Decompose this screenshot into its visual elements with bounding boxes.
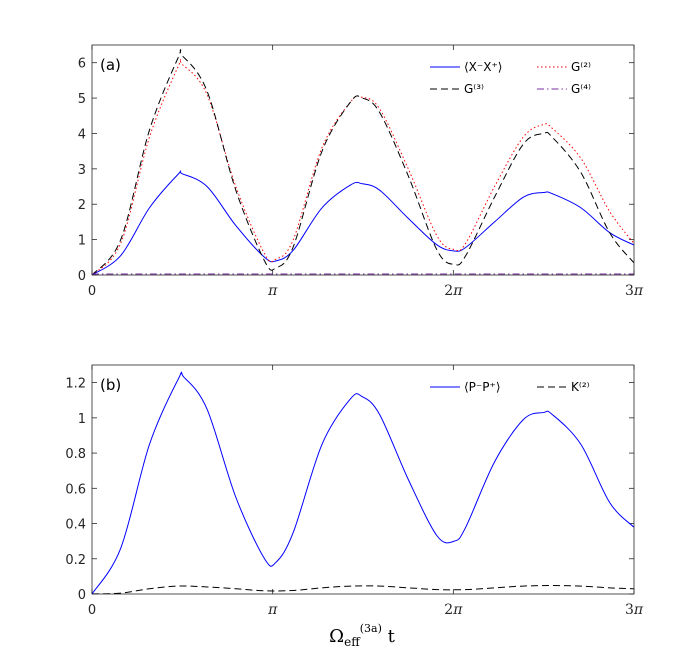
- panel-label: (a): [100, 56, 121, 74]
- y-tick-label: 5: [78, 92, 86, 107]
- y-tick-label: 3: [78, 163, 86, 178]
- x-tick-label: 0: [88, 284, 96, 299]
- x-tick-label: π: [267, 283, 278, 299]
- x-tick-label: 0: [88, 603, 96, 618]
- series-line-1: [92, 371, 634, 594]
- panel-b: 0 0.2 0.4 0.6 0.8 1 1.2 0 π 2π 3π (b) ⟨P⁻P⁺⟩ K⁽²⁾: [65, 364, 644, 618]
- x-tick-label: 3π: [625, 283, 644, 299]
- y-tick-label: 0: [78, 588, 86, 603]
- panel-a: 0 1 2 3 4 5 6 0 π 2π 3π (a) ⟨X⁻X⁺⟩ G⁽²⁾ G⁽³⁾ G⁽⁴⁾: [78, 44, 644, 299]
- y-tick-label: 0.4: [65, 518, 86, 533]
- x-tick-label: 2π: [444, 283, 463, 299]
- y-tick-label: 4: [78, 127, 86, 142]
- series-line-2: [92, 585, 634, 594]
- series-line-1: [92, 170, 634, 275]
- legend-label-3: G⁽³⁾: [464, 82, 484, 96]
- y-tick-label: 6: [78, 57, 86, 72]
- y-tick-label: 0: [78, 269, 86, 284]
- series-line-3: [92, 49, 634, 275]
- legend-label-1: ⟨P⁻P⁺⟩: [464, 380, 501, 394]
- legend-label-2: G⁽²⁾: [571, 60, 591, 74]
- legend-label-4: G⁽⁴⁾: [571, 82, 591, 96]
- axes-box: [91, 364, 635, 595]
- y-tick-label: 1: [78, 234, 86, 249]
- y-tick-label: 0.8: [65, 447, 86, 462]
- y-tick-label: 0.2: [65, 553, 86, 568]
- y-tick-label: 0.6: [65, 482, 86, 497]
- y-tick-label: 1.2: [65, 377, 86, 392]
- y-tick-label: 1: [78, 412, 86, 427]
- series-line-2: [92, 58, 634, 275]
- panel-label: (b): [100, 376, 121, 394]
- axes-box: [91, 44, 635, 276]
- x-tick-label: 2π: [444, 602, 463, 618]
- x-tick-label: π: [267, 602, 278, 618]
- legend-label-1: ⟨X⁻X⁺⟩: [464, 60, 502, 74]
- x-tick-label: 3π: [625, 602, 644, 618]
- legend-label-2: K⁽²⁾: [571, 380, 590, 394]
- y-tick-label: 2: [78, 198, 86, 213]
